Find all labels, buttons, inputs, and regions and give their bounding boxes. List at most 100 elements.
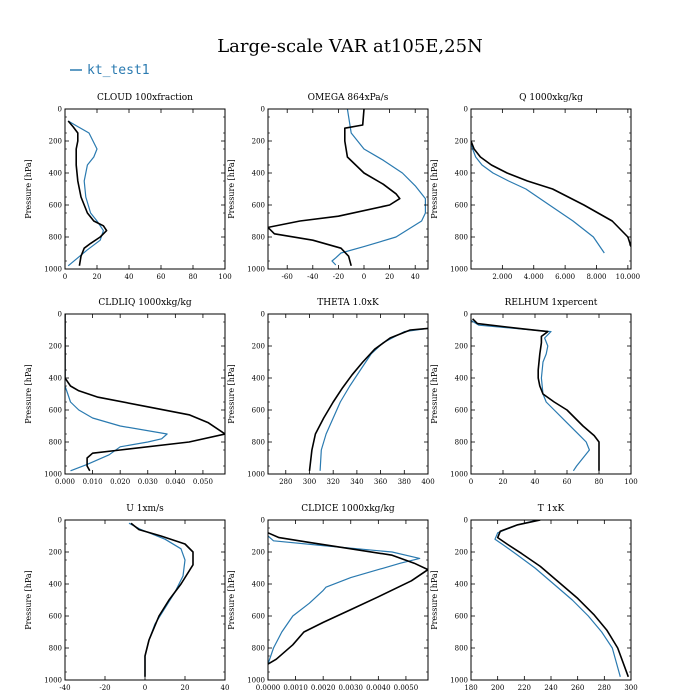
x-tick-label: 180	[464, 684, 477, 692]
x-tick-label: 400	[421, 478, 434, 486]
x-tick-label: 320	[326, 478, 339, 486]
y-axis-label: Pressure [hPa]	[227, 159, 236, 219]
x-tick-label: 0.0000	[256, 684, 281, 692]
y-tick-label: 800	[252, 234, 265, 242]
y-tick-label: 1000	[450, 677, 468, 685]
y-axis-label: Pressure [hPa]	[24, 570, 33, 630]
plot-frame	[64, 108, 226, 270]
x-tick-label: 40	[221, 684, 230, 692]
plot-frame	[64, 313, 226, 475]
y-tick-label: 0	[58, 517, 62, 525]
y-axis-label: Pressure [hPa]	[430, 364, 439, 424]
x-tick-label: -40	[307, 273, 318, 281]
series-line-test	[268, 535, 421, 665]
x-tick-label: 340	[350, 478, 363, 486]
x-tick-label: -20	[333, 273, 344, 281]
x-tick-label: 0.050	[193, 478, 213, 486]
y-tick-label: 400	[455, 170, 468, 178]
x-tick-label: 0.010	[83, 478, 103, 486]
x-tick-label: 60	[563, 478, 572, 486]
y-tick-label: 800	[455, 645, 468, 653]
panel-5: THETA 1.0xK Pressure [hPa] 280 300 320 340 360…	[227, 298, 435, 486]
series-line-reference	[130, 522, 194, 677]
x-tick-label: 20	[181, 684, 190, 692]
x-tick-label: 100	[218, 273, 231, 281]
legend-label: kt_test1	[87, 63, 150, 78]
x-tick-label: -20	[99, 684, 110, 692]
x-tick-label: 260	[571, 684, 584, 692]
plot-frame	[470, 313, 632, 475]
x-tick-label: 280	[598, 684, 611, 692]
y-tick-label: 1000	[247, 677, 265, 685]
x-tick-label: 60	[157, 273, 166, 281]
x-tick-label: 10.000	[616, 273, 641, 281]
series-line-test	[471, 140, 605, 254]
y-axis-label: Pressure [hPa]	[430, 159, 439, 219]
series-line-reference	[308, 327, 428, 471]
y-tick-label: 600	[252, 202, 265, 210]
series-line-reference	[496, 520, 630, 678]
x-tick-label: 20	[385, 273, 394, 281]
panel-title: OMEGA 864xPa/s	[308, 93, 389, 103]
y-tick-label: 0	[58, 311, 62, 319]
series-line-test	[128, 522, 186, 677]
x-tick-label: 0.020	[110, 478, 130, 486]
plot-frame	[267, 108, 429, 270]
y-tick-label: 600	[455, 407, 468, 415]
y-tick-label: 400	[252, 375, 265, 383]
y-tick-label: 200	[252, 343, 265, 351]
x-tick-label: 80	[595, 478, 604, 486]
x-tick-label: 0	[143, 684, 147, 692]
x-tick-label: 20	[93, 273, 102, 281]
y-tick-label: 400	[455, 375, 468, 383]
y-tick-label: 0	[58, 106, 62, 114]
x-tick-label: 80	[189, 273, 198, 281]
y-tick-label: 400	[455, 581, 468, 589]
y-tick-label: 400	[252, 170, 265, 178]
y-tick-label: 1000	[247, 471, 265, 479]
x-tick-label: 300	[624, 684, 637, 692]
x-tick-label: 0.0030	[339, 684, 364, 692]
y-tick-label: 400	[49, 170, 62, 178]
y-tick-label: 600	[49, 407, 62, 415]
panel-4: CLDLIQ 1000xkg/kg Pressure [hPa] 0.000 0.01…	[24, 298, 226, 486]
x-tick-label: 20	[499, 478, 508, 486]
y-tick-label: 600	[49, 202, 62, 210]
x-tick-label: 0	[63, 273, 67, 281]
panel-title: RELHUM 1xpercent	[505, 298, 598, 308]
y-tick-label: 600	[252, 407, 265, 415]
panel-title: T 1xK	[538, 504, 565, 514]
y-tick-label: 200	[455, 549, 468, 557]
x-tick-label: 380	[398, 478, 411, 486]
y-tick-label: 1000	[247, 266, 265, 274]
y-tick-label: 1000	[450, 471, 468, 479]
series-line-reference	[268, 109, 401, 267]
x-tick-label: -40	[59, 684, 70, 692]
series-line-reference	[65, 314, 225, 472]
y-tick-label: 1000	[44, 471, 62, 479]
x-tick-label: 280	[279, 478, 292, 486]
y-tick-label: 0	[261, 517, 265, 525]
y-tick-label: 400	[49, 375, 62, 383]
series-line-test	[67, 120, 105, 267]
plot-frame	[470, 519, 632, 681]
y-tick-label: 800	[455, 234, 468, 242]
y-tick-label: 0	[464, 311, 468, 319]
y-axis-label: Pressure [hPa]	[227, 364, 236, 424]
x-tick-label: -60	[282, 273, 293, 281]
x-tick-label: 300	[303, 478, 316, 486]
x-tick-label: 0	[469, 478, 473, 486]
y-tick-label: 1000	[44, 677, 62, 685]
legend: kt_test1	[70, 63, 150, 78]
y-tick-label: 400	[49, 581, 62, 589]
plot-frame	[267, 313, 429, 475]
x-tick-label: 0.0040	[366, 684, 391, 692]
y-tick-label: 1000	[450, 266, 468, 274]
x-tick-label: 220	[518, 684, 531, 692]
series-line-test	[319, 327, 428, 471]
plot-frame	[267, 519, 429, 681]
series-line-test	[471, 319, 591, 472]
y-tick-label: 400	[252, 581, 265, 589]
